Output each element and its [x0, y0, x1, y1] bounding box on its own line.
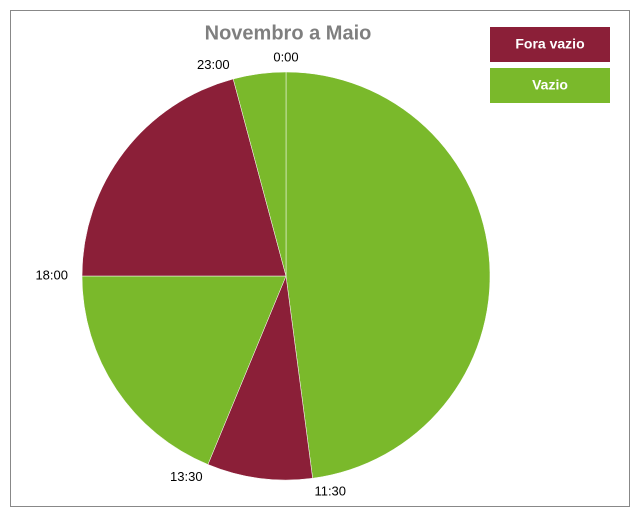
pie-slice	[232, 71, 287, 277]
slice-label: 11:30	[314, 484, 346, 499]
legend-label: Fora vazio	[515, 36, 584, 52]
legend-swatch	[490, 27, 610, 62]
slice-label: 18:00	[35, 267, 68, 282]
legend-label: Vazio	[532, 77, 568, 93]
pie-slice	[81, 78, 287, 277]
pie-slice	[81, 275, 287, 465]
slice-label: 23:00	[197, 57, 230, 72]
chart-title: Novembro a Maio	[205, 22, 372, 44]
slice-label: 0:00	[273, 49, 298, 64]
slice-label: 13:30	[170, 469, 203, 484]
pie-slice	[285, 71, 491, 479]
legend-swatch	[490, 68, 610, 103]
pie-slice	[207, 275, 313, 481]
